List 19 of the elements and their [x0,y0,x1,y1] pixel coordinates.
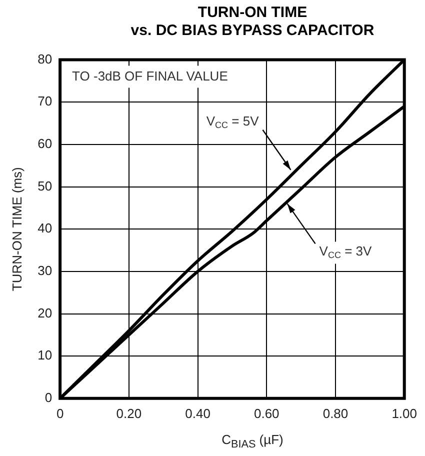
y-axis-title: TURN-ON TIME (ms) [9,167,24,292]
y-tick-label: 40 [38,220,52,236]
x-tick-label: 0.20 [116,406,142,421]
x-tick-label: 0.60 [254,406,280,421]
x-tick-label: 0 [56,406,64,421]
annotation: TO -3dB OF FINAL VALUE [72,68,228,84]
y-tick-label: 30 [38,263,52,278]
y-tick-label: 80 [38,51,52,66]
x-tick-label: 1.00 [392,406,418,421]
y-tick-label: 60 [38,136,52,152]
x-axis-title: C$_{BIAS}$ (µF) [220,432,284,451]
y-tick-label: 10 [38,348,52,363]
y-tick-label: 50 [38,178,52,194]
chart-title: TURN-ON TIME vs. DC BIAS BYPASS CAPACITOR [130,4,376,40]
y-tick-label: 20 [38,305,52,320]
x-tick-label: 0.40 [185,406,210,421]
y-tick-label: 70 [38,94,52,109]
y-tick-label: 0 [44,390,52,405]
x-tick-label: 0.80 [322,406,348,421]
